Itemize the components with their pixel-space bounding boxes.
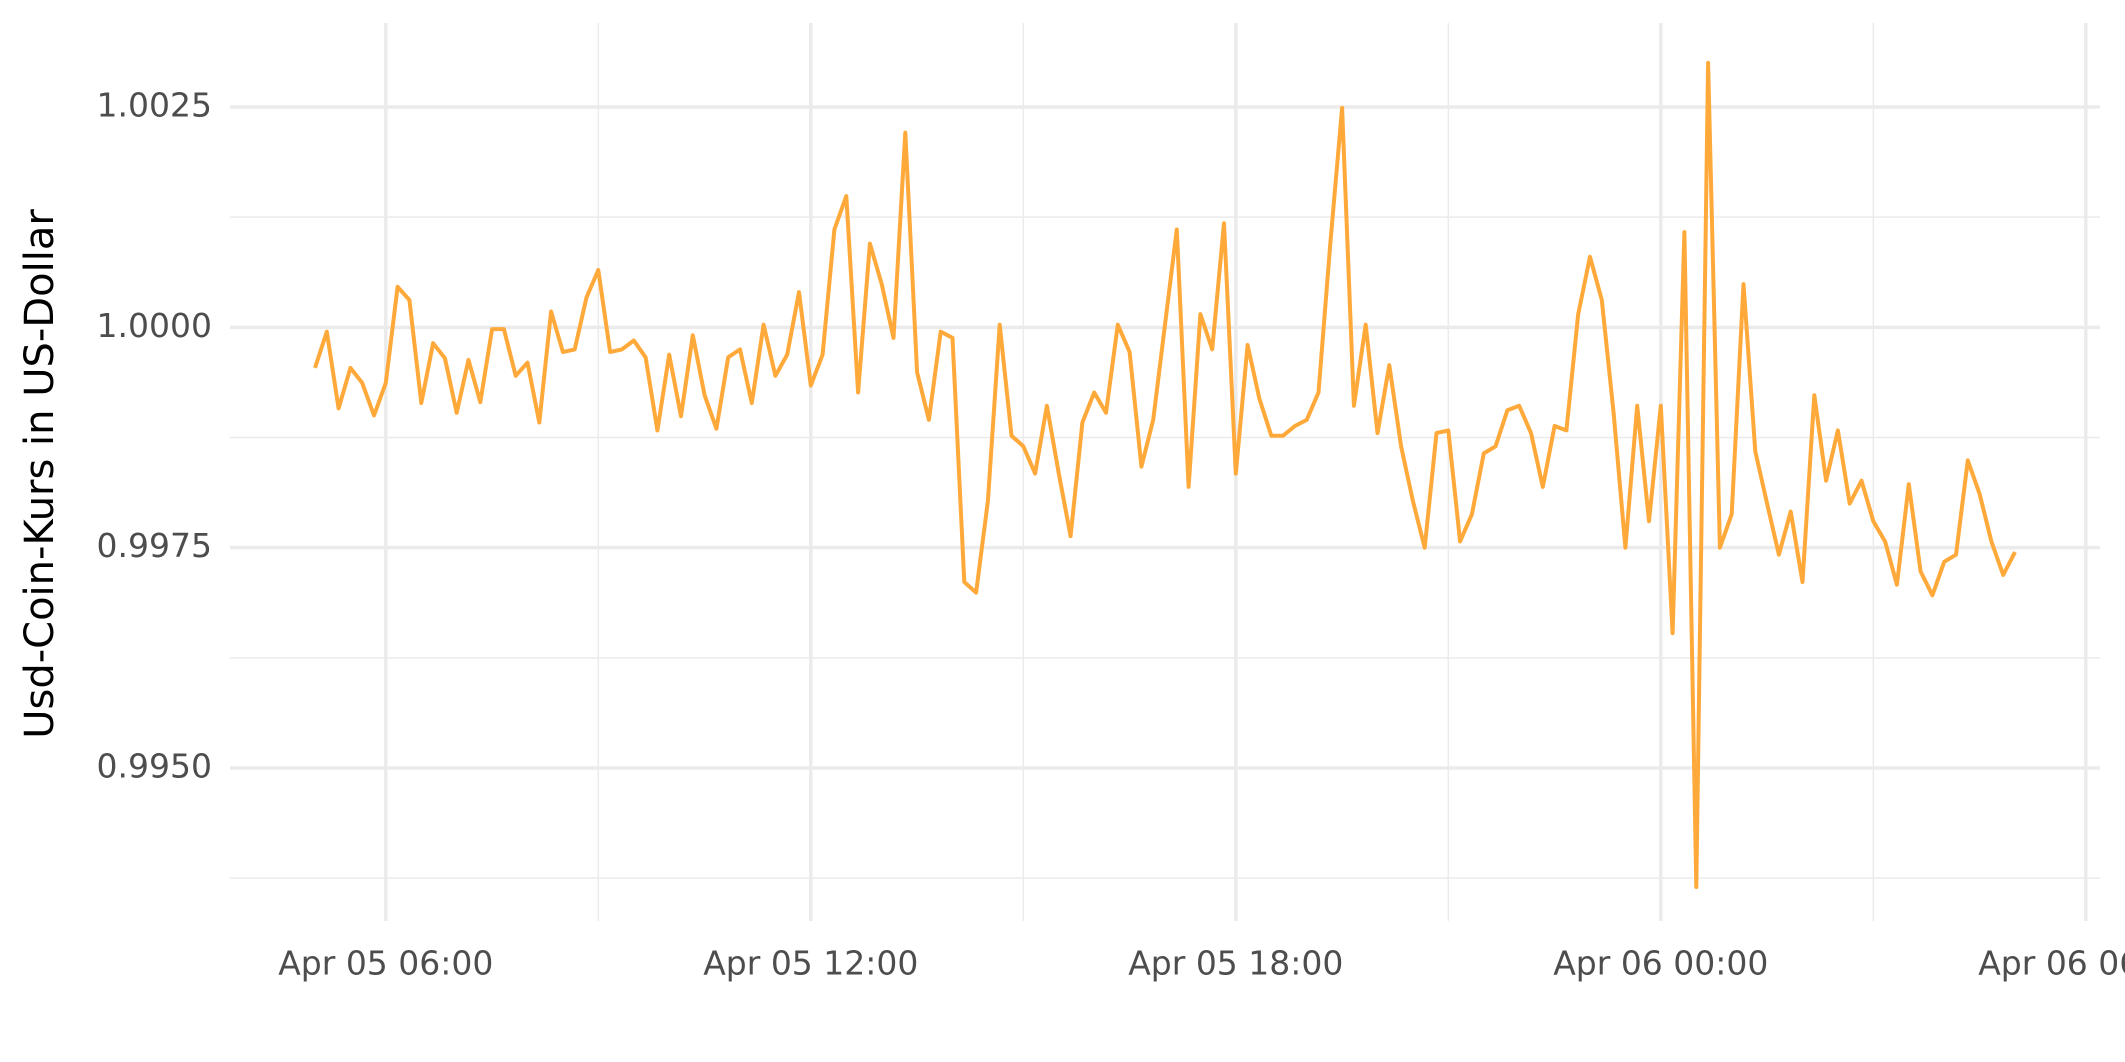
- y-tick-label: 1.0000: [97, 306, 212, 345]
- y-tick-label: 1.0025: [97, 85, 212, 124]
- y-tick-label: 0.9975: [97, 526, 212, 565]
- x-tick-label: Apr 05 06:00: [278, 944, 493, 983]
- data-line: [313, 60, 2017, 889]
- grid: [230, 23, 2100, 921]
- x-tick-label: Apr 06 00:00: [1553, 944, 1768, 983]
- x-tick-label: Apr 06 06:00: [1978, 944, 2125, 983]
- x-tick-label: Apr 05 18:00: [1128, 944, 1343, 983]
- x-tick-label: Apr 05 12:00: [703, 944, 918, 983]
- y-tick-label: 0.9950: [97, 746, 212, 785]
- y-axis-title: Usd-Coin-Kurs in US-Dollar: [17, 209, 63, 739]
